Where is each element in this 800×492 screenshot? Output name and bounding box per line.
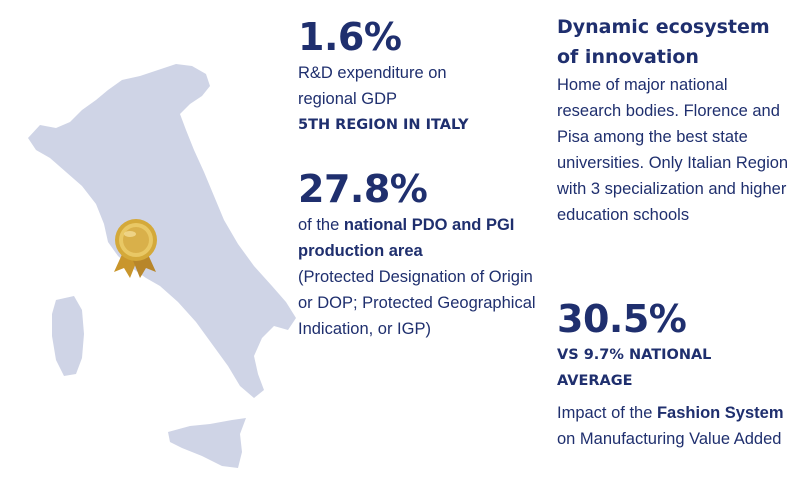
italy-map [28,64,296,468]
stat-rd-value: 1.6% [298,15,402,59]
stat-pdo-bold: national PDO and PGI production area [298,216,515,260]
stat-pdo-description: of the national PDO and PGI production a… [298,212,538,264]
sardinia [52,296,84,376]
sicily [168,418,246,468]
stat-rd-line2: regional GDP [298,90,398,108]
stat-fashion-description: Impact of the Fashion System on Manufact… [557,400,792,452]
stat-rd-line1: R&D expenditure on [298,64,447,82]
innovation-title: Dynamic ecosystem of innovation [557,16,770,68]
stat-pdo-prefix: of the [298,216,344,234]
stat-pdo-detail: (Protected Designation of Origin or DOP;… [298,268,536,338]
innovation-block: Dynamic ecosystem of innovation Home of … [557,12,792,228]
stat-pdo-area: 27.8% of the national PDO and PGI produc… [298,168,538,342]
stat-rd-expenditure: 1.6% R&D expenditure on regional GDP 5TH… [298,16,538,138]
italy-mainland [28,64,296,398]
stat-fashion-value: 30.5% [557,297,687,341]
gold-medal-icon [114,219,157,278]
stat-pdo-value: 27.8% [298,167,428,211]
stat-rd-rank: 5TH REGION IN ITALY [298,117,469,133]
stat-fashion-prefix: Impact of the [557,404,657,422]
stat-fashion-suffix: on Manufacturing Value Added [557,430,782,448]
innovation-text: Home of major national research bodies. … [557,76,789,224]
stat-fashion-comparison: VS 9.7% NATIONAL AVERAGE [557,347,712,389]
stat-fashion: 30.5% VS 9.7% NATIONAL AVERAGE Impact of… [557,298,792,452]
stat-fashion-bold: Fashion System [656,404,784,422]
